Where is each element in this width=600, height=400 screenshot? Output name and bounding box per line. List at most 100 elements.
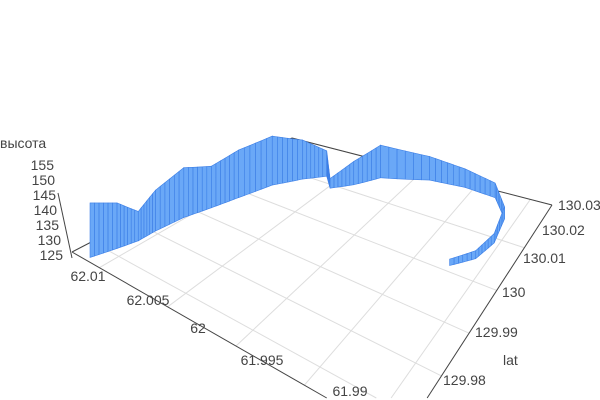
y-grid-line — [171, 199, 470, 334]
z-tick-label: 140 — [34, 202, 58, 218]
ribbon-segment — [474, 173, 481, 193]
ribbon-segment — [479, 175, 486, 195]
ribbon-segment — [435, 158, 442, 183]
x-grid-line — [303, 185, 477, 386]
ribbon-segment — [112, 202, 118, 251]
ribbon-segment — [475, 247, 480, 260]
ribbon-segment — [388, 146, 398, 180]
ribbon-segment — [421, 154, 430, 181]
ribbon-segment — [260, 138, 267, 190]
ribbon-segment — [143, 199, 148, 239]
ribbon-segment — [107, 202, 113, 252]
y-axis-title: lat — [503, 352, 518, 368]
y-grid-line — [131, 220, 442, 377]
ribbon-segment — [206, 165, 212, 210]
ribbon-segment — [413, 152, 422, 181]
ribbon-segment — [306, 141, 312, 179]
ribbon-segment — [404, 150, 414, 180]
ribbon-segment — [322, 148, 328, 178]
ribbon-segment — [146, 196, 151, 237]
floor-edge — [71, 251, 327, 399]
track-ribbon — [89, 135, 505, 266]
ribbon-segment — [201, 166, 208, 212]
ribbon-segment — [329, 175, 335, 189]
ribbon-segment — [375, 144, 381, 180]
ribbon-segment — [481, 241, 486, 255]
x-tick-label: 62.01 — [70, 268, 105, 284]
ribbon-segment — [271, 135, 278, 186]
ribbon-segment — [155, 185, 161, 232]
floor-edge — [426, 204, 553, 399]
ribbon-segment — [215, 160, 221, 207]
ribbon-segment — [277, 136, 283, 185]
ribbon-segment — [233, 149, 240, 200]
ribbon-segment — [244, 144, 251, 196]
ribbon-segment — [349, 160, 355, 186]
ribbon-segment — [489, 180, 496, 199]
ribbon-segment — [211, 163, 217, 209]
z-axis-line — [57, 192, 73, 259]
ribbon-segment — [178, 167, 185, 221]
ribbon-segment — [447, 162, 454, 186]
y-tick-label: 130 — [502, 284, 526, 300]
y-tick-label: 130.01 — [523, 250, 566, 266]
y-tick-label: 129.99 — [475, 324, 518, 340]
ribbon-segment — [98, 202, 104, 255]
ribbon-segment — [149, 192, 153, 235]
ribbon-segment — [310, 143, 316, 179]
ribbon-segment — [297, 139, 304, 181]
y-tick-label: 130.03 — [558, 197, 600, 213]
z-tick-label: 135 — [36, 217, 60, 233]
y-grid-line — [211, 178, 497, 291]
ribbon-segment — [229, 152, 235, 202]
ribbon-segment — [462, 253, 468, 263]
y-tick-label: 130.02 — [542, 222, 585, 238]
z-tick-label: 125 — [40, 247, 64, 263]
ribbon-segment — [333, 172, 339, 188]
z-axis-title: высота — [0, 135, 46, 151]
ribbon-segment — [458, 254, 464, 264]
ribbon-segment — [183, 167, 189, 218]
ribbon-segment — [484, 177, 491, 197]
ribbon-segment — [192, 166, 198, 215]
ribbon-segment — [197, 166, 203, 214]
ribbon-segment — [453, 164, 460, 187]
x-grid-line — [390, 199, 531, 399]
ribbon-segment — [123, 205, 128, 247]
ribbon-segment — [130, 208, 136, 244]
ribbon-segment — [282, 137, 288, 184]
ribbon-segment — [396, 148, 406, 180]
ribbon-segment — [337, 169, 343, 188]
ribbon-segment — [429, 156, 436, 182]
ribbon-segment — [357, 155, 364, 185]
ribbon-segment — [345, 163, 351, 187]
ribbon-segment — [458, 166, 466, 188]
ribbon-segment — [341, 166, 347, 187]
ribbon-segment — [287, 137, 293, 183]
ribbon-segment — [478, 244, 483, 257]
ribbon-segment — [371, 147, 377, 181]
x-tick-label: 61.995 — [241, 352, 284, 368]
z-tick-label: 145 — [33, 187, 57, 203]
ribbon-segment — [238, 147, 245, 198]
ribbon-segment — [140, 203, 145, 240]
ribbon-segment — [164, 178, 170, 227]
ribbon-segment — [266, 135, 273, 188]
ribbon-segment — [116, 202, 121, 249]
ribbon-segment — [362, 152, 368, 183]
ribbon-segment — [484, 238, 489, 252]
ribbon-segment — [314, 145, 320, 179]
ribbon-segment — [318, 146, 324, 178]
ribbon-segment — [490, 232, 495, 247]
ribbon-segment — [220, 157, 226, 205]
ribbon-segment — [469, 170, 476, 192]
z-tick-label: 155 — [31, 157, 55, 173]
x-tick-label: 62 — [190, 320, 206, 336]
ribbon-segment — [127, 206, 132, 246]
ribbon-segment — [94, 202, 100, 257]
ribbon-segment — [137, 207, 142, 242]
ribbon-segment — [134, 209, 139, 243]
ribbon-segment — [159, 182, 166, 230]
ribbon-segment — [292, 138, 298, 182]
